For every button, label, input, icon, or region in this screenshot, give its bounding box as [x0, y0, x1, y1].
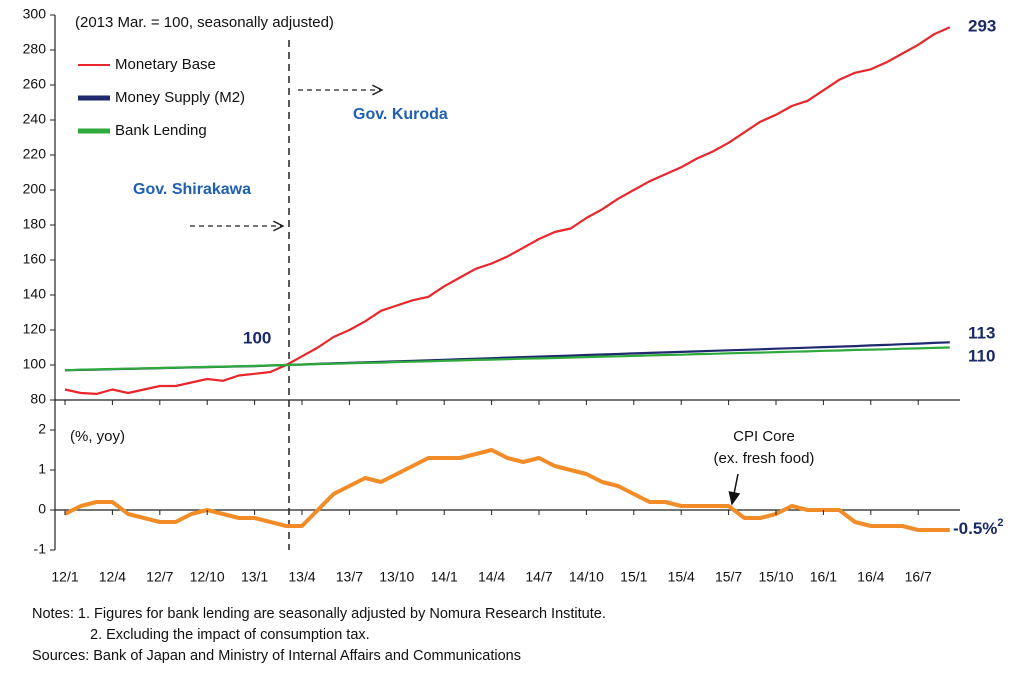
x-tick-label: 14/1 — [431, 569, 458, 585]
annotation: Gov. Shirakawa — [133, 181, 251, 198]
end-label-text: 113 — [968, 324, 995, 343]
series-line — [64, 26, 951, 395]
y-tick-label: 120 — [23, 321, 47, 337]
y-tick-label: -1 — [34, 541, 47, 557]
x-tick-label: 16/1 — [810, 569, 837, 585]
y-tick-label: 140 — [23, 286, 47, 302]
x-tick-label: 15/1 — [620, 569, 647, 585]
series-line — [64, 346, 950, 372]
end-label-note: 2 — [997, 517, 1003, 529]
x-tick-label: 13/1 — [241, 569, 268, 585]
note: Sources: Bank of Japan and Ministry of I… — [32, 648, 521, 664]
y-tick-label: 220 — [23, 146, 47, 162]
x-tick-label: 13/4 — [288, 569, 315, 585]
legend-label: Monetary Base — [115, 56, 216, 73]
y-tick-label: 300 — [23, 6, 47, 22]
series-line — [64, 448, 950, 532]
x-tick-label: 15/10 — [758, 569, 793, 585]
y-tick-label: 80 — [30, 391, 46, 407]
end-label: 293 — [968, 17, 996, 36]
y-tick-label: 2 — [38, 421, 46, 437]
end-label: -0.5%2 — [953, 517, 1004, 539]
annotation: CPI Core — [733, 428, 795, 445]
end-label: 113 — [968, 324, 995, 343]
legend-label: Bank Lending — [115, 122, 207, 139]
x-tick-label: 12/4 — [99, 569, 126, 585]
y-tick-label: 240 — [23, 111, 47, 127]
x-tick-label: 14/7 — [525, 569, 552, 585]
annotation: 100 — [243, 328, 271, 347]
x-tick-label: 12/10 — [190, 569, 225, 585]
x-tick-label: 16/7 — [905, 569, 932, 585]
end-label: 110 — [968, 347, 995, 366]
x-tick-label: 14/4 — [478, 569, 505, 585]
x-tick-label: 15/4 — [668, 569, 695, 585]
x-tick-label: 15/7 — [715, 569, 742, 585]
note: 2. Excluding the impact of consumption t… — [90, 627, 370, 643]
x-tick-label: 12/7 — [146, 569, 173, 585]
subtitle: (%, yoy) — [70, 428, 125, 445]
x-tick-label: 16/4 — [857, 569, 884, 585]
x-tick-label: 12/1 — [51, 569, 78, 585]
y-tick-label: 160 — [23, 251, 47, 267]
arrow — [728, 473, 741, 506]
y-tick-label: 0 — [38, 501, 46, 517]
x-tick-label: 13/10 — [379, 569, 414, 585]
annotation: Gov. Kuroda — [353, 106, 448, 123]
y-tick-label: 1 — [38, 461, 46, 477]
y-tick-label: 180 — [23, 216, 47, 232]
x-tick-label: 14/10 — [569, 569, 604, 585]
note: Notes: 1. Figures for bank lending are s… — [32, 606, 606, 622]
end-label-text: -0.5% — [953, 519, 997, 538]
y-tick-label: 100 — [23, 356, 47, 372]
legend-label: Money Supply (M2) — [115, 89, 245, 106]
x-tick-label: 13/7 — [336, 569, 363, 585]
annotation: (ex. fresh food) — [714, 450, 815, 467]
subtitle: (2013 Mar. = 100, seasonally adjusted) — [75, 14, 334, 31]
y-tick-label: 280 — [23, 41, 47, 57]
end-label-text: 110 — [968, 347, 995, 366]
y-tick-label: 260 — [23, 76, 47, 92]
y-tick-label: 200 — [23, 181, 47, 197]
end-label-text: 293 — [968, 17, 996, 36]
